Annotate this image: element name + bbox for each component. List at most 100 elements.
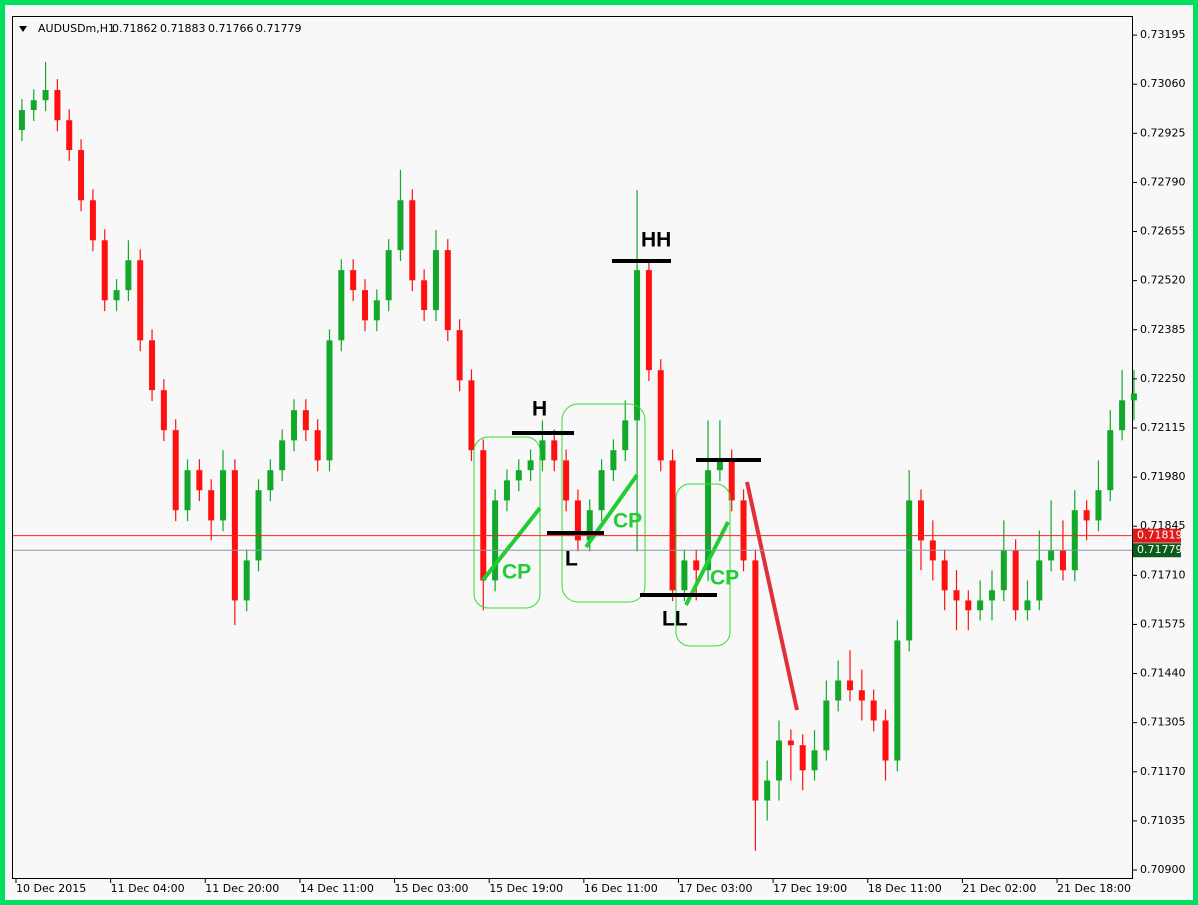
candle-body bbox=[397, 200, 404, 251]
candle-body bbox=[988, 590, 995, 601]
candle-body bbox=[220, 470, 227, 521]
label-cp: CP bbox=[710, 567, 739, 590]
candle-body bbox=[18, 110, 25, 131]
header-arrow bbox=[19, 26, 27, 32]
candle-body bbox=[1048, 550, 1055, 561]
price-label-box bbox=[1133, 543, 1181, 558]
label-hh: HH bbox=[641, 229, 671, 252]
candle-body bbox=[66, 120, 73, 151]
price-label-box bbox=[1133, 528, 1181, 543]
candle-body bbox=[385, 250, 392, 301]
candle-body bbox=[598, 470, 605, 511]
candle-body bbox=[1012, 550, 1019, 611]
zone-box bbox=[561, 403, 646, 603]
down-stroke bbox=[745, 481, 799, 711]
candle-body bbox=[917, 500, 924, 541]
candle-body bbox=[409, 200, 416, 281]
y-tick-label: 0.71710 bbox=[1140, 568, 1186, 581]
candle-body bbox=[870, 700, 877, 721]
y-tick-label: 0.72925 bbox=[1140, 126, 1186, 139]
candle-body bbox=[965, 600, 972, 611]
candle-body bbox=[835, 680, 842, 701]
candle-body bbox=[89, 200, 96, 241]
price-label: 0.71779 bbox=[1137, 543, 1183, 556]
candle-body bbox=[645, 270, 652, 371]
header-value: 0.71883 bbox=[160, 22, 206, 35]
candle-body bbox=[184, 470, 191, 511]
candle-body bbox=[456, 330, 463, 381]
candle-body bbox=[574, 500, 581, 541]
label-l: L bbox=[565, 548, 578, 571]
candle-body bbox=[1083, 510, 1090, 521]
candle-body bbox=[906, 500, 913, 641]
label-h: H bbox=[532, 398, 547, 421]
x-tick-label: 17 Dec 03:00 bbox=[678, 882, 752, 895]
y-tick-label: 0.70900 bbox=[1140, 863, 1186, 876]
trend-stroke bbox=[481, 506, 542, 582]
candle-body bbox=[1024, 600, 1031, 611]
candle-body bbox=[1071, 510, 1078, 571]
candle-body bbox=[314, 430, 321, 461]
y-tick-label: 0.72655 bbox=[1140, 225, 1186, 238]
plot-frame bbox=[12, 16, 1133, 879]
candle-body bbox=[432, 250, 439, 311]
candle-body bbox=[291, 410, 298, 441]
candle-body bbox=[657, 370, 664, 461]
candle-body bbox=[503, 480, 510, 501]
header-value: 0.71779 bbox=[256, 22, 302, 35]
y-tick-label: 0.71305 bbox=[1140, 716, 1186, 729]
candle-body bbox=[693, 560, 700, 571]
candle-body bbox=[279, 440, 286, 471]
candle-body bbox=[847, 680, 854, 691]
candle-body bbox=[681, 560, 688, 591]
candle-body bbox=[1119, 400, 1126, 431]
candle-body bbox=[610, 450, 617, 471]
candle-body bbox=[113, 290, 120, 301]
candle-body bbox=[563, 460, 570, 501]
candle-body bbox=[527, 460, 534, 471]
candle-body bbox=[302, 410, 309, 431]
candle-body bbox=[160, 390, 167, 431]
candle-body bbox=[480, 450, 487, 581]
candle-body bbox=[977, 600, 984, 611]
candle-body bbox=[361, 290, 368, 321]
candle-body bbox=[752, 560, 759, 801]
candle-body bbox=[1095, 490, 1102, 521]
candle-body bbox=[1036, 560, 1043, 601]
candle-body bbox=[740, 500, 747, 561]
candle-body bbox=[622, 420, 629, 451]
candle-body bbox=[1130, 393, 1137, 401]
candle-body bbox=[823, 700, 830, 751]
candle-body bbox=[468, 380, 475, 451]
candle-body bbox=[669, 460, 676, 591]
y-tick-label: 0.73060 bbox=[1140, 77, 1186, 90]
x-tick-label: 21 Dec 02:00 bbox=[962, 882, 1036, 895]
candle-body bbox=[101, 240, 108, 301]
y-tick-label: 0.72790 bbox=[1140, 175, 1186, 188]
candle-body bbox=[78, 150, 85, 201]
y-tick-label: 0.71170 bbox=[1140, 765, 1186, 778]
candle-body bbox=[515, 470, 522, 481]
candle-body bbox=[137, 260, 144, 341]
candle-body bbox=[705, 470, 712, 571]
header-symbol: AUDUSDm,H1 bbox=[38, 22, 115, 35]
annotations: H HH L LL CP CP CP bbox=[473, 229, 799, 711]
candle-body bbox=[539, 440, 546, 461]
candle-body bbox=[196, 470, 203, 491]
candle-body bbox=[811, 750, 818, 771]
candle-body bbox=[149, 340, 156, 391]
candle-body bbox=[54, 90, 61, 121]
candle-body bbox=[30, 100, 37, 111]
x-tick-label: 21 Dec 18:00 bbox=[1057, 882, 1131, 895]
candle-body bbox=[125, 260, 132, 291]
candle-body bbox=[634, 270, 641, 421]
candle-body bbox=[350, 270, 357, 291]
candle-body bbox=[373, 300, 380, 321]
label-ll: LL bbox=[662, 608, 688, 631]
candle-body bbox=[1059, 550, 1066, 571]
candle-body bbox=[172, 430, 179, 511]
x-tick-label: 18 Dec 11:00 bbox=[868, 882, 942, 895]
candle-body bbox=[586, 510, 593, 541]
candle-body bbox=[551, 440, 558, 461]
candle-body bbox=[492, 500, 499, 581]
